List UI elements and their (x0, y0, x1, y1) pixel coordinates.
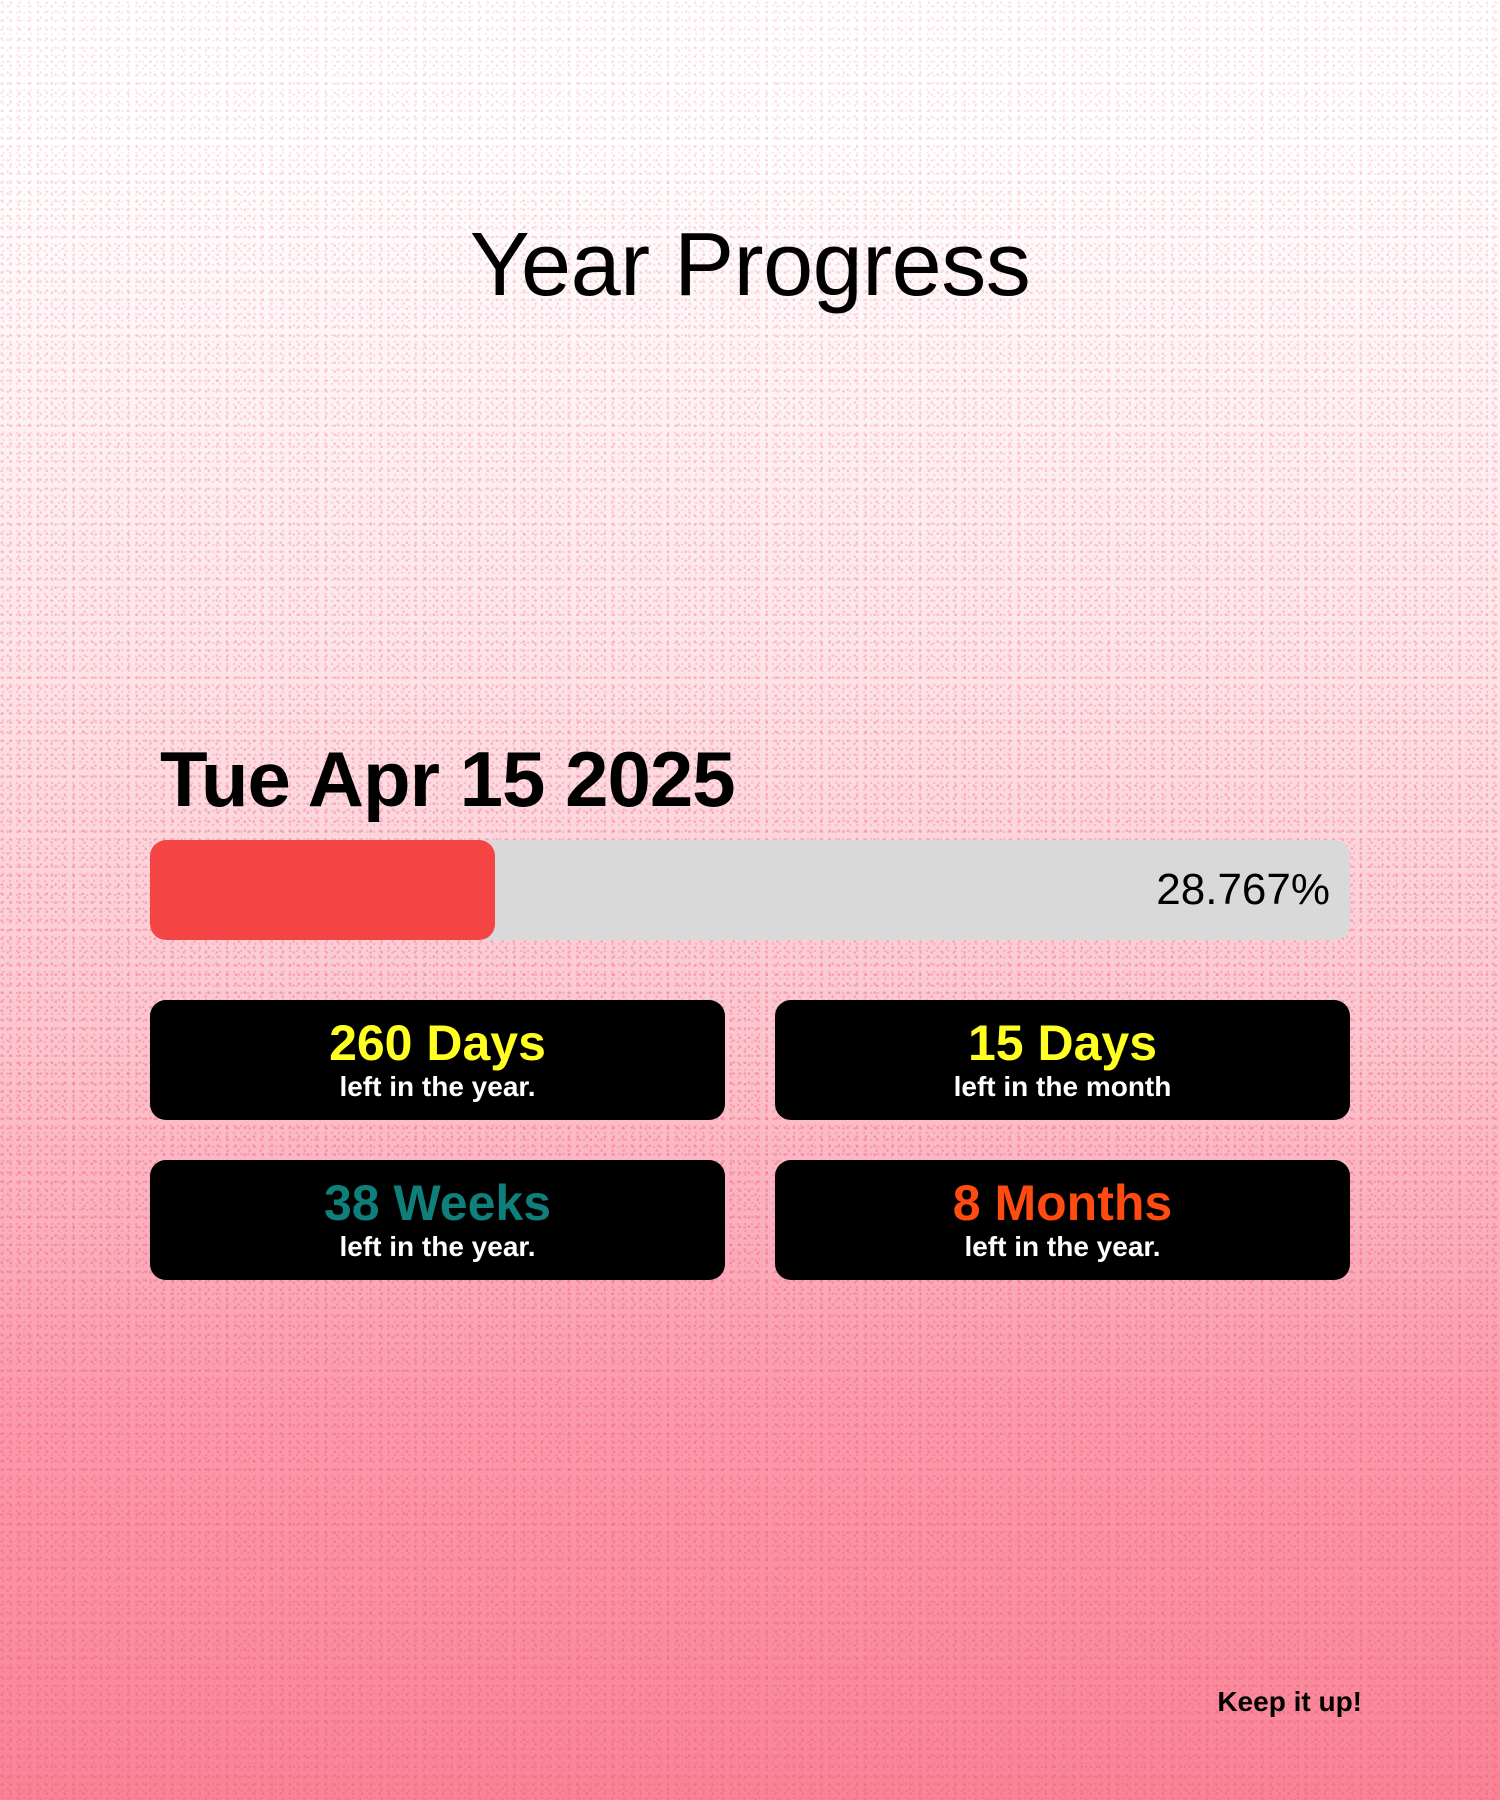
months-left-year-value: 8 Months (952, 1174, 1173, 1231)
footer-note: Keep it up! (1217, 1686, 1362, 1717)
year-progress-fill (150, 840, 496, 940)
current-date: Tue Apr 15 2025 (160, 735, 736, 823)
year-progress-percent: 28.767% (1156, 865, 1330, 914)
weeks-left-year-card: 38 Weeks left in the year. (150, 1160, 725, 1280)
months-left-year-caption: left in the year. (964, 1230, 1161, 1262)
days-left-month-caption: left in the month (953, 1070, 1172, 1102)
days-left-month-value: 15 Days (967, 1014, 1158, 1071)
days-left-year-caption: left in the year. (339, 1070, 536, 1102)
year-progress-bar: 28.767% (150, 840, 1350, 940)
weeks-left-year-value: 38 Weeks (323, 1174, 552, 1231)
page-title: Year Progress (469, 215, 1031, 315)
days-left-year-value: 260 Days (329, 1014, 546, 1071)
days-left-year-card: 260 Days left in the year. (150, 1000, 725, 1120)
days-left-month-card: 15 Days left in the month (775, 1000, 1350, 1120)
months-left-year-card: 8 Months left in the year. (775, 1160, 1350, 1280)
weeks-left-year-caption: left in the year. (339, 1230, 536, 1262)
